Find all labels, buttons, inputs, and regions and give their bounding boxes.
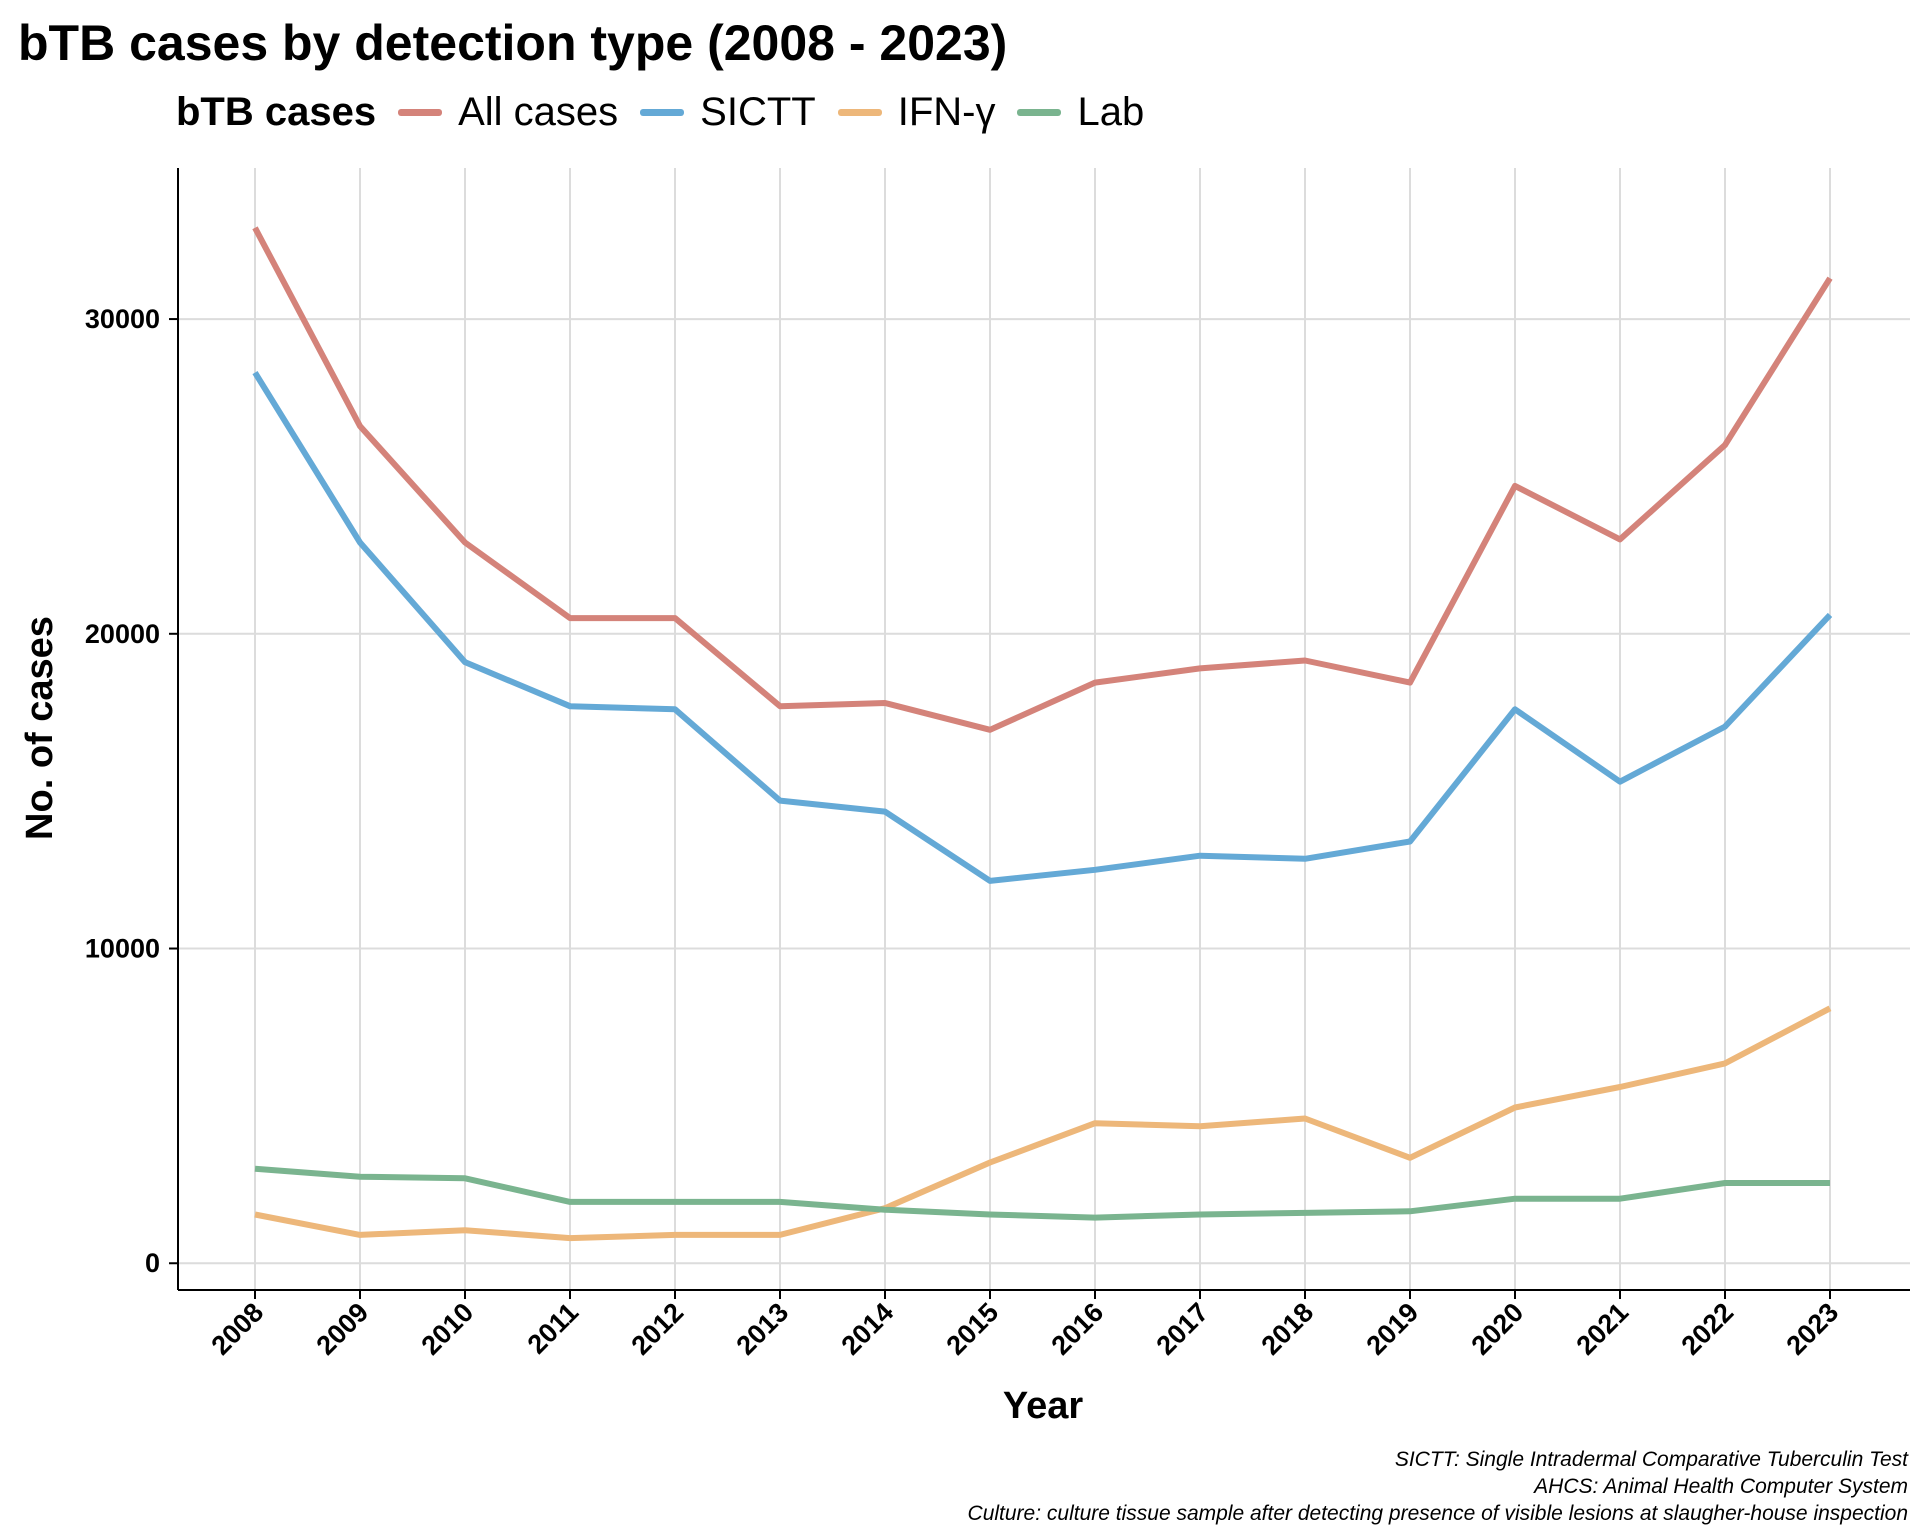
y-axis-title: No. of cases: [19, 616, 61, 840]
x-tick-label: 2013: [731, 1297, 795, 1361]
x-tick-label: 2023: [1781, 1297, 1845, 1361]
series-line-all-cases: [252, 226, 1833, 733]
x-tick-label: 2008: [206, 1297, 270, 1361]
series-lines: [252, 226, 1833, 1242]
x-tick-label: 2009: [311, 1297, 375, 1361]
x-tick-label: 2019: [1361, 1297, 1425, 1361]
line-chart: 0 10000 20000 30000 2008 2009 2010 2011 2012 2013…: [19, 168, 1910, 1427]
caption-line-sictt: SICTT: Single Intradermal Comparative Tu…: [1394, 1448, 1908, 1471]
x-tick-label: 2021: [1571, 1297, 1635, 1361]
series-line-lab: [254, 1165, 1830, 1221]
legend-label-lab: Lab: [1077, 89, 1145, 134]
legend-label-sictt: SICTT: [700, 89, 816, 134]
caption-line-culture: Culture: culture tissue sample after det…: [967, 1502, 1908, 1525]
x-tick-label: 2016: [1046, 1297, 1110, 1361]
x-tick-label: 2012: [626, 1297, 690, 1361]
legend-label-ifn-gamma: IFN-γ: [897, 89, 996, 134]
y-tick-label: 30000: [85, 304, 160, 334]
legend-item-ifn-gamma: IFN-γ: [837, 89, 996, 135]
x-tick-label: 2017: [1151, 1297, 1215, 1361]
legend-key-all-cases: [398, 108, 443, 116]
axes: 0 10000 20000 30000 2008 2009 2010 2011 2012 2013…: [85, 168, 1910, 1361]
y-tick-label: 20000: [85, 619, 160, 649]
x-tick-label: 2022: [1676, 1297, 1740, 1361]
x-axis-title: Year: [1003, 1385, 1084, 1427]
legend: bTB cases All cases SICTT IFN-γ Lab: [176, 84, 1166, 140]
legend-item-sictt: SICTT: [640, 90, 816, 135]
legend-label-all-cases: All cases: [458, 89, 619, 134]
legend-item-lab: Lab: [1017, 90, 1144, 135]
caption-line-ahcs: AHCS: Animal Health Computer System: [1534, 1475, 1908, 1498]
legend-key-sictt: [640, 108, 685, 116]
x-tick-label: 2014: [836, 1297, 900, 1361]
chart-title: bTB cases by detection type (2008 - 2023…: [18, 15, 1008, 71]
x-tick-label: 2015: [941, 1297, 1005, 1361]
gridlines: [178, 168, 1910, 1290]
y-tick-label: 10000: [85, 934, 160, 964]
x-tick-label: 2011: [522, 1297, 585, 1360]
x-tick-label: 2018: [1256, 1297, 1320, 1361]
legend-key-lab: [1017, 108, 1062, 116]
y-tick-label: 0: [145, 1248, 160, 1278]
x-tick-label: 2010: [416, 1297, 480, 1361]
legend-item-all-cases: All cases: [398, 90, 618, 135]
series-line-sictt: [252, 371, 1833, 884]
legend-key-ifn-gamma: [837, 108, 882, 116]
x-tick-label: 2020: [1466, 1297, 1530, 1361]
legend-title: bTB cases: [176, 89, 377, 134]
caption: SICTT: Single Intradermal Comparative Tu…: [968, 1446, 1908, 1527]
series-line-ifn-: [254, 1005, 1832, 1242]
